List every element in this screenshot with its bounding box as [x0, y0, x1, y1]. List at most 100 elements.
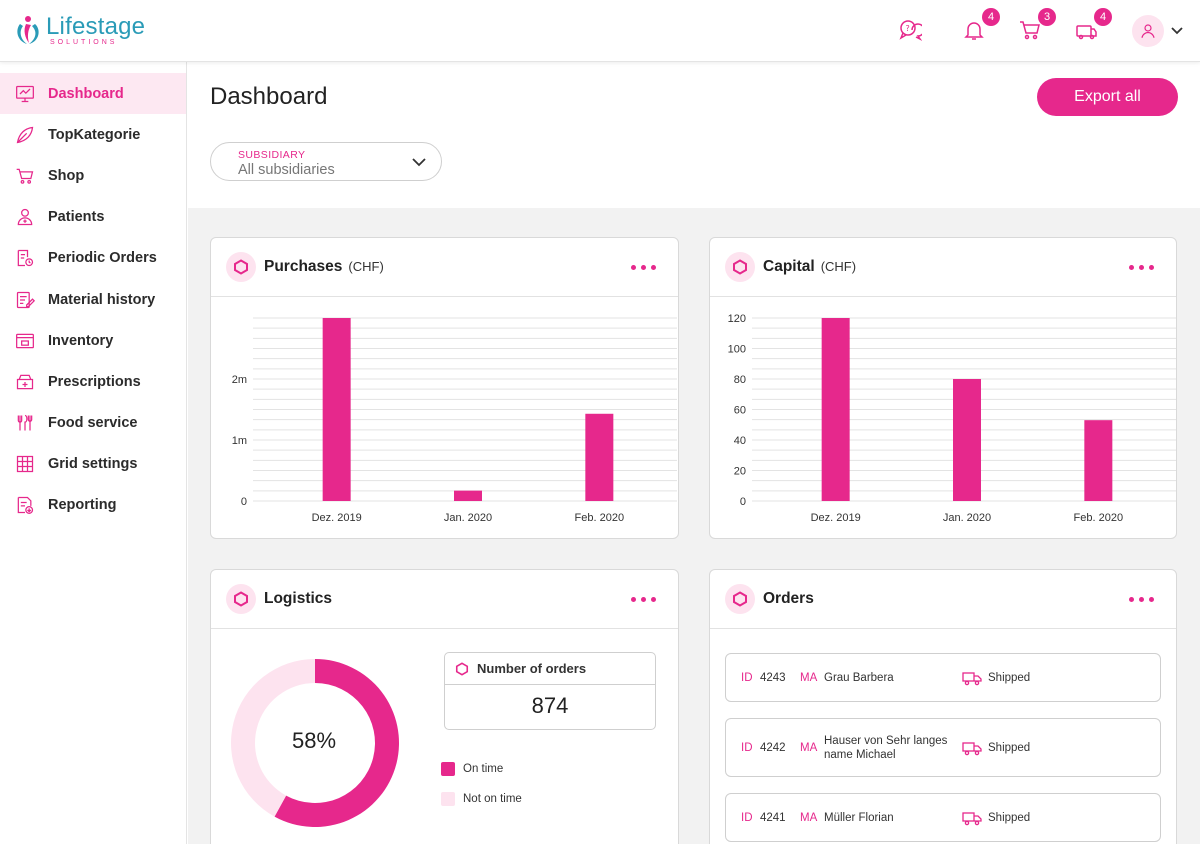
subsidiary-value: All subsidiaries	[238, 162, 335, 178]
number-of-orders-header: Number of orders	[445, 653, 655, 685]
x-tick-label: Jan. 2020	[943, 512, 991, 524]
donut-slice	[274, 659, 399, 827]
sidebar-item-material-history[interactable]: Material history	[0, 279, 186, 320]
inventory-icon	[14, 330, 36, 352]
sidebar-item-grid-settings[interactable]: Grid settings	[0, 444, 186, 485]
sidebar-item-label: Periodic Orders	[48, 250, 157, 267]
edit-list-icon	[14, 289, 36, 311]
order-id-label: ID	[741, 671, 753, 684]
card-header: Orders	[710, 570, 1176, 629]
more-options-icon[interactable]	[1129, 265, 1154, 270]
cart-icon	[1020, 21, 1040, 40]
bar	[454, 490, 482, 501]
y-tick-label: 0	[241, 496, 247, 508]
y-tick-label: 60	[734, 405, 746, 417]
truck-icon	[962, 741, 982, 755]
order-name: Müller Florian	[824, 811, 894, 824]
periodic-orders-icon	[14, 247, 36, 269]
bar	[585, 413, 614, 501]
y-tick-label: 80	[734, 374, 746, 386]
sidebar-item-periodic-orders[interactable]: Periodic Orders	[0, 238, 186, 279]
capital-card: Capital (CHF) 0 20 40 60 80 100 120 Dez. 2019 Jan…	[709, 237, 1177, 539]
y-tick-label: 0	[740, 496, 746, 508]
donut-percent: 58%	[291, 728, 337, 753]
more-options-icon[interactable]	[631, 597, 656, 602]
sidebar-item-reporting[interactable]: Reporting	[0, 485, 186, 526]
notifications-button[interactable]: 4	[962, 8, 1000, 44]
sidebar-item-shop[interactable]: Shop	[0, 155, 186, 196]
delivery-badge: 4	[1094, 8, 1112, 26]
sidebar-item-label: TopKategorie	[48, 126, 141, 143]
more-options-icon[interactable]	[631, 265, 656, 270]
legend-label: On time	[463, 763, 504, 775]
sidebar-item-label: Reporting	[48, 497, 117, 514]
order-status: Shipped	[988, 741, 1031, 754]
sidebar-item-label: Patients	[48, 209, 105, 226]
y-tick-label: 2m	[232, 374, 247, 386]
chevron-down-icon[interactable]	[1170, 24, 1184, 38]
card-title: Logistics	[264, 590, 333, 607]
logo-mark-icon	[17, 16, 39, 44]
cart-button[interactable]: 3	[1018, 8, 1056, 44]
top-bar: Lifestage SOLUTIONS ? 4 3 4	[0, 0, 1200, 62]
card-title-text: Purchases	[264, 258, 343, 275]
y-tick-label: 100	[728, 344, 746, 356]
sidebar-item-inventory[interactable]: Inventory	[0, 320, 186, 361]
cart-icon	[14, 165, 36, 187]
brand-sub: SOLUTIONS	[50, 38, 118, 46]
sidebar-item-topkategorie[interactable]: TopKategorie	[0, 114, 186, 155]
legend-swatch	[441, 792, 455, 806]
sidebar-item-label: Grid settings	[48, 456, 138, 473]
support-chat-icon: ?	[899, 20, 925, 41]
legend-not-on-time: Not on time	[441, 792, 522, 806]
notifications-badge: 4	[982, 8, 1000, 26]
sidebar-item-label: Food service	[48, 415, 138, 432]
x-tick-label: Dez. 2019	[811, 512, 861, 524]
bell-icon	[964, 22, 984, 40]
order-status: Shipped	[988, 811, 1031, 824]
support-chat-button[interactable]: ?	[898, 18, 925, 44]
brand-name: Lifestage	[46, 12, 146, 40]
order-row[interactable]: ID 4243 MA Grau Barbera Shipped	[725, 653, 1161, 702]
capital-chart: 0 20 40 60 80 100 120 Dez. 2019 Jan. 2020 Feb. 20…	[728, 313, 1176, 524]
delivery-button[interactable]: 4	[1074, 8, 1112, 44]
bar	[322, 318, 351, 501]
sidebar-item-label: Material history	[48, 291, 156, 308]
number-of-orders-label: Number of orders	[477, 661, 587, 676]
subsidiary-select[interactable]: SUBSIDIARY All subsidiaries	[210, 142, 442, 181]
legend-on-time: On time	[441, 762, 503, 776]
sidebar-item-food-service[interactable]: Food service	[0, 403, 186, 444]
cutlery-icon	[14, 412, 36, 434]
sidebar-item-prescriptions[interactable]: Prescriptions	[0, 361, 186, 402]
more-options-icon[interactable]	[1129, 597, 1154, 602]
chevron-down-icon	[412, 158, 426, 167]
report-icon	[14, 494, 36, 516]
y-tick-label: 20	[734, 466, 746, 478]
grid-icon	[14, 453, 36, 475]
sidebar-item-label: Inventory	[48, 332, 114, 349]
order-id-label: ID	[741, 741, 753, 754]
avatar[interactable]	[1132, 15, 1164, 47]
subsidiary-label: SUBSIDIARY	[238, 149, 306, 161]
order-id: 4243	[760, 671, 786, 684]
order-row[interactable]: ID 4241 MA Müller Florian Shipped	[725, 793, 1161, 842]
order-row[interactable]: ID 4242 MA Hauser von Sehr langes name M…	[725, 718, 1161, 777]
sidebar-item-patients[interactable]: Patients	[0, 197, 186, 238]
legend-label: Not on time	[463, 793, 522, 805]
page-header: Dashboard Export all SUBSIDIARY All subs…	[188, 62, 1200, 208]
logo[interactable]: Lifestage SOLUTIONS	[14, 14, 145, 46]
hexagon-icon	[725, 252, 755, 282]
truck-icon	[962, 811, 982, 825]
card-title: Orders	[763, 590, 814, 607]
card-header: Capital (CHF)	[710, 238, 1176, 297]
order-status: Shipped	[988, 671, 1031, 684]
sidebar-item-label: Prescriptions	[48, 373, 141, 390]
purchases-card: Purchases (CHF) 0 1m 2m Dez. 2019 Jan. 2020 Fe…	[210, 237, 679, 539]
truck-icon	[962, 671, 982, 685]
number-of-orders-box: Number of orders 874	[444, 652, 656, 730]
sidebar-item-dashboard[interactable]: Dashboard	[0, 73, 186, 115]
orders-card: Orders ID 4243 MA Grau Barbera Shipped I…	[709, 569, 1177, 844]
export-all-button[interactable]: Export all	[1037, 78, 1178, 116]
order-name: Grau Barbera	[824, 671, 894, 684]
prescription-icon	[14, 371, 36, 393]
